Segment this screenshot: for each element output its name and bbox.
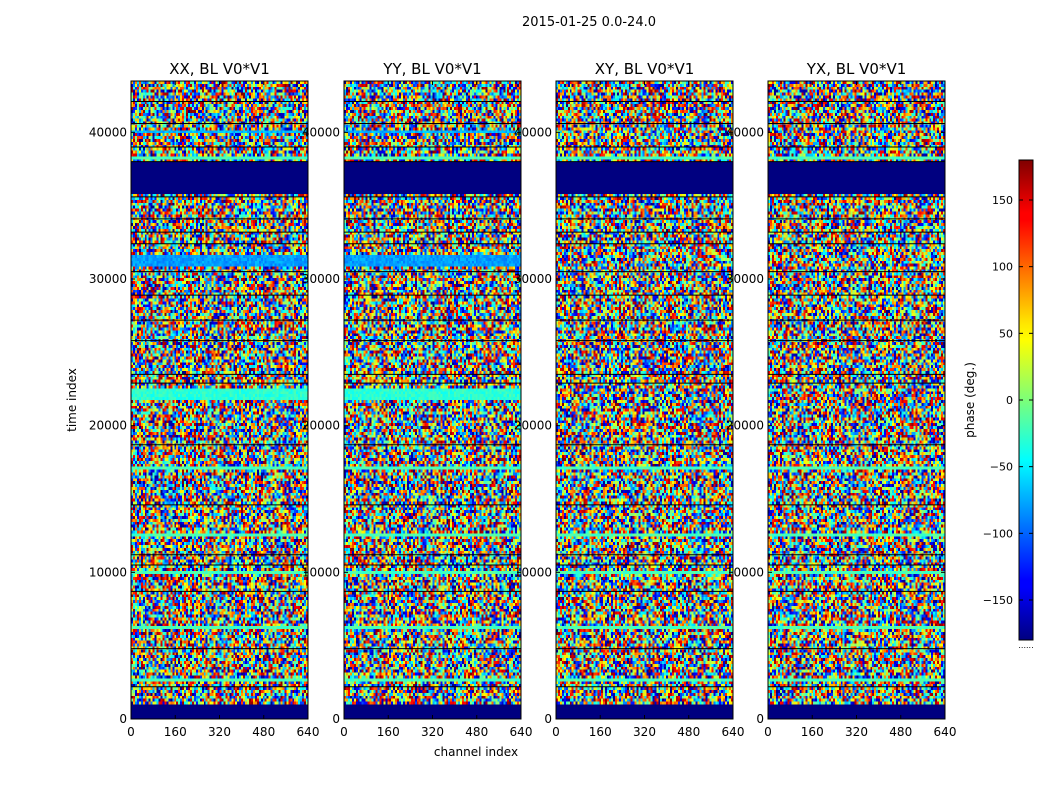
- x-tick-label: 640: [510, 725, 533, 739]
- x-tick-label: 0: [340, 725, 348, 739]
- x-tick-label: 320: [845, 725, 868, 739]
- y-tick-label: 40000: [302, 125, 340, 139]
- panel-title: XY, BL V0*V1: [595, 60, 695, 78]
- heatmap-image-1: [131, 81, 308, 719]
- x-tick-label: 640: [297, 725, 320, 739]
- y-tick-label: 20000: [89, 419, 127, 433]
- y-tick-label: 40000: [726, 125, 764, 139]
- x-tick-label: 0: [127, 725, 135, 739]
- heatmap-image-4: [768, 81, 945, 719]
- panel-title: YY, BL V0*V1: [382, 60, 481, 78]
- colorbar-footer: ......: [1018, 641, 1033, 650]
- x-tick-label: 320: [633, 725, 656, 739]
- colorbar-tick-label: 150: [992, 194, 1013, 207]
- x-tick-label: 320: [208, 725, 231, 739]
- colorbar-ticks: −150 −100 −50 0 50 100 150: [983, 194, 1033, 607]
- heatmap-image-3: [556, 81, 733, 719]
- y-tick-label: 0: [332, 712, 340, 726]
- x-tick-label: 0: [764, 725, 772, 739]
- y-tick-label: 0: [544, 712, 552, 726]
- panels-group: XX, BL V0*V1 0 160 320 480 640 0 10000 20000 3000…: [89, 60, 957, 739]
- x-tick-label: 160: [801, 725, 824, 739]
- panel-4: YX, BL V0*V1 0 160 320 480 640 0 10000 20000 3000…: [726, 60, 957, 739]
- panel-2: YY, BL V0*V1 0 160 320 480 640 0 10000 20000 3000…: [302, 60, 533, 739]
- colorbar-label: phase (deg.): [963, 362, 977, 438]
- panel-title: XX, BL V0*V1: [169, 60, 270, 78]
- y-tick-label: 20000: [514, 419, 552, 433]
- colorbar-tick-label: 100: [992, 261, 1013, 274]
- y-tick-label: 40000: [89, 125, 127, 139]
- colorbar-tick-label: −150: [983, 594, 1013, 607]
- y-tick-label: 10000: [514, 565, 552, 579]
- colorbar-tick-label: 50: [999, 327, 1013, 340]
- panel-3: XY, BL V0*V1 0 160 320 480 640 0 10000 20000 3000…: [514, 60, 745, 739]
- x-tick-label: 640: [934, 725, 957, 739]
- x-tick-label: 160: [589, 725, 612, 739]
- y-tick-label: 0: [756, 712, 764, 726]
- y-tick-label: 10000: [726, 565, 764, 579]
- y-axis-label: time index: [65, 368, 79, 432]
- y-tick-label: 30000: [89, 272, 127, 286]
- y-tick-label: 40000: [514, 125, 552, 139]
- x-tick-label: 480: [465, 725, 488, 739]
- y-tick-label: 30000: [302, 272, 340, 286]
- x-tick-label: 640: [722, 725, 745, 739]
- colorbar: −150 −100 −50 0 50 100 150 phase (deg.) ......: [963, 159, 1034, 650]
- x-tick-label: 480: [252, 725, 275, 739]
- y-tick-label: 20000: [726, 419, 764, 433]
- colorbar-tick-label: 0: [1006, 394, 1013, 407]
- x-tick-label: 320: [421, 725, 444, 739]
- x-axis-label: channel index: [434, 745, 518, 759]
- heatmap-image-2: [344, 81, 521, 719]
- y-tick-label: 20000: [302, 419, 340, 433]
- y-tick-label: 10000: [302, 565, 340, 579]
- y-tick-label: 30000: [726, 272, 764, 286]
- colorbar-tick-label: −50: [990, 461, 1013, 474]
- y-tick-label: 30000: [514, 272, 552, 286]
- x-tick-label: 160: [164, 725, 187, 739]
- suptitle: 2015-01-25 0.0-24.0: [522, 15, 656, 30]
- colorbar-tick-label: −100: [983, 527, 1013, 540]
- y-tick-label: 0: [119, 712, 127, 726]
- panel-1: XX, BL V0*V1 0 160 320 480 640 0 10000 20000 3000…: [89, 60, 320, 739]
- x-tick-label: 160: [377, 725, 400, 739]
- y-tick-label: 10000: [89, 565, 127, 579]
- x-tick-label: 480: [889, 725, 912, 739]
- x-tick-label: 480: [677, 725, 700, 739]
- panel-title: YX, BL V0*V1: [806, 60, 907, 78]
- x-tick-label: 0: [552, 725, 560, 739]
